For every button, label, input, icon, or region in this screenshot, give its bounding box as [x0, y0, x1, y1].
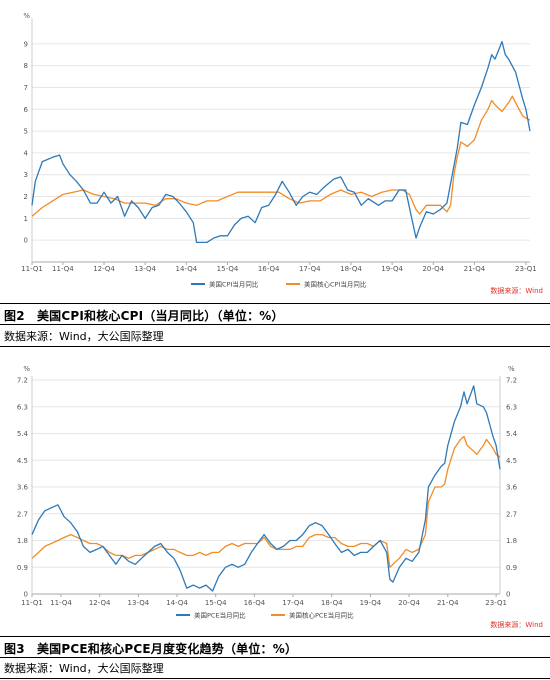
legend-label: 美国CPI当月同比 [209, 280, 259, 289]
x-tick-label: 18-Q4 [321, 599, 343, 607]
y-tick-label: 3 [24, 171, 28, 179]
x-tick-label: 23-Q1 [515, 265, 537, 273]
cpi-chart-panel: 0 1 2 3 4 5 6 7 8 9% 11-Q1 11-Q4 12-Q4 13-Q4 14-Q4 15-Q… [0, 0, 550, 303]
y-tick-label: 3.6 [17, 484, 29, 492]
y-tick-label-right: 2.7 [506, 510, 517, 518]
cpi-line-chart: 0 1 2 3 4 5 6 7 8 9% 11-Q1 11-Q4 12-Q4 13-Q4 14-Q4 15-Q… [21, 12, 543, 295]
caption-rule-top-1 [0, 303, 550, 304]
caption-rule-mid-2 [0, 657, 550, 658]
y-tick-label-right: 0.9 [506, 564, 517, 572]
cpi-series-line [31, 40, 531, 244]
x-tick-label: 20-Q4 [422, 265, 444, 273]
legend-item: 美国核心PCE当月同比 [271, 611, 354, 620]
x-tick-label: 21-Q4 [464, 265, 486, 273]
y-tick-label: 0.9 [17, 564, 28, 572]
chart-source-note: 数据来源：Wind [490, 620, 543, 629]
y-unit-label: % [23, 12, 30, 20]
y-tick-label: 0 [24, 591, 28, 599]
x-tick-label: 17-Q4 [282, 599, 304, 607]
x-tick-label: 13-Q4 [128, 599, 150, 607]
y-tick-label: 9 [24, 40, 28, 48]
y-tick-label-right: 4.5 [506, 457, 517, 465]
figure-2-source: 数据来源：Wind，大公国际整理 [4, 330, 164, 343]
y-tick-label: 6 [24, 106, 29, 114]
legend-label: 美国核心PCE当月同比 [289, 611, 354, 620]
x-tick-label: 20-Q4 [398, 599, 420, 607]
y-tick-label-right: 5.4 [506, 430, 518, 438]
y-tick-label: 1.8 [17, 537, 28, 545]
y-tick-label: 2 [24, 193, 28, 201]
chart-source-note: 数据来源：Wind [490, 286, 543, 295]
x-tick-label: 11-Q1 [21, 599, 43, 607]
caption-rule-bottom-1 [0, 346, 550, 347]
legend-item: 美国核心CPI当月同比 [286, 280, 367, 289]
y-tick-label: 4.5 [17, 457, 28, 465]
caption-rule-bottom-2 [0, 678, 550, 679]
x-tick-label: 15-Q4 [205, 599, 227, 607]
caption-rule-top-2 [0, 636, 550, 637]
y-tick-label: 2.7 [17, 510, 28, 518]
x-tick-label: 16-Q4 [244, 599, 266, 607]
y-tick-label-right: 0 [506, 591, 510, 599]
legend-label: 美国PCE当月同比 [194, 611, 246, 620]
x-tick-label: 15-Q4 [217, 265, 239, 273]
y-tick-label: 7.2 [17, 377, 28, 385]
y-tick-label: 0 [24, 237, 28, 245]
y-tick-label-right: 1.8 [506, 537, 517, 545]
pce-chart-panel: 0 0 0.9 0.9 1.8 1.8 2.7 2.7 3.6 3.6 4.5 4.5 5.4 5.4 6.… [0, 350, 550, 635]
x-tick-label: 23-Q1 [485, 599, 507, 607]
y-tick-label-right: 7.2 [506, 377, 517, 385]
y-tick-label: 5.4 [17, 430, 29, 438]
x-tick-label: 14-Q4 [166, 599, 188, 607]
legend-item: 美国PCE当月同比 [176, 611, 246, 620]
y-tick-label-right: 3.6 [506, 484, 518, 492]
x-tick-label: 18-Q4 [340, 265, 362, 273]
pce-line-chart: 0 0 0.9 0.9 1.8 1.8 2.7 2.7 3.6 3.6 4.5 4.5 5.4 5.4 6.… [17, 365, 543, 629]
y-tick-label: 4 [24, 149, 29, 157]
x-tick-label: 17-Q4 [299, 265, 321, 273]
figure-2-caption: 图2 美国CPI和核心CPI（当月同比）（单位：%） [4, 309, 284, 323]
pce-series-line [31, 435, 501, 568]
x-tick-label: 21-Q4 [437, 599, 459, 607]
x-tick-label: 12-Q4 [93, 265, 115, 273]
cpi-series-line [31, 95, 531, 217]
x-tick-label: 19-Q4 [381, 265, 403, 273]
x-tick-label: 11-Q4 [50, 599, 72, 607]
x-tick-label: 11-Q1 [21, 265, 43, 273]
legend-item: 美国CPI当月同比 [191, 280, 259, 289]
figure-3-caption: 图3 美国PCE和核心PCE月度变化趋势（单位：%） [4, 642, 298, 656]
y-unit-label-right: % [508, 365, 515, 373]
y-tick-label: 1 [24, 215, 28, 223]
x-tick-label: 14-Q4 [176, 265, 198, 273]
figure-3-source: 数据来源：Wind，大公国际整理 [4, 662, 164, 675]
y-tick-label: 7 [24, 84, 28, 92]
y-tick-label: 8 [24, 62, 28, 70]
y-tick-label: 6.3 [17, 403, 28, 411]
legend-label: 美国核心CPI当月同比 [304, 280, 367, 289]
caption-rule-mid-1 [0, 324, 550, 325]
pce-series-line [31, 385, 501, 592]
x-tick-label: 16-Q4 [258, 265, 280, 273]
y-tick-label: 5 [24, 128, 28, 136]
x-tick-label: 12-Q4 [89, 599, 111, 607]
x-tick-label: 13-Q4 [134, 265, 156, 273]
x-tick-label: 19-Q4 [360, 599, 382, 607]
y-tick-label-right: 6.3 [506, 403, 517, 411]
x-tick-label: 11-Q4 [52, 265, 74, 273]
y-unit-label: % [23, 365, 30, 373]
